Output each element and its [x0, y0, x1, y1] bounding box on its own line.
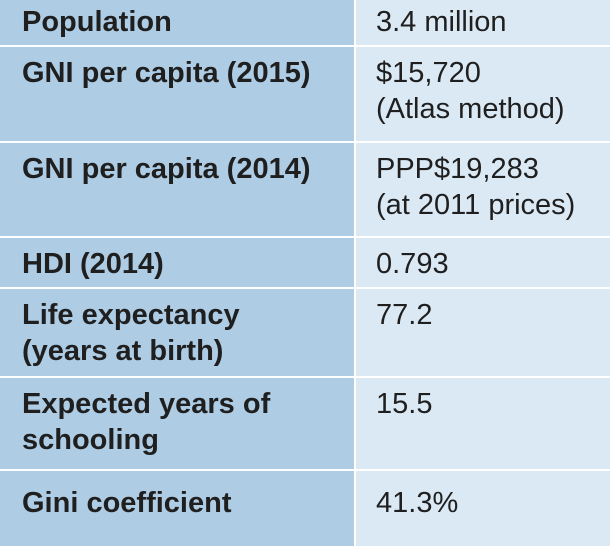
row-label-gini: Gini coefficient [0, 471, 356, 546]
row-value-gni-2014: PPP$19,283 (at 2011 prices) [356, 143, 610, 238]
row-value-gini: 41.3% [356, 471, 610, 546]
row-label-life-expectancy: Life expectancy (years at birth) [0, 289, 356, 378]
row-label-gni-2015: GNI per capita (2015) [0, 47, 356, 143]
row-value-life-expectancy: 77.2 [356, 289, 610, 378]
row-value-expected-schooling: 15.5 [356, 378, 610, 471]
row-value-gni-2015: $15,720 (Atlas method) [356, 47, 610, 143]
row-label-gni-2014: GNI per capita (2014) [0, 143, 356, 238]
row-label-expected-schooling: Expected years of schooling [0, 378, 356, 471]
row-label-population: Population [0, 0, 356, 47]
row-value-population: 3.4 million [356, 0, 610, 47]
row-value-hdi: 0.793 [356, 238, 610, 289]
row-label-hdi: HDI (2014) [0, 238, 356, 289]
